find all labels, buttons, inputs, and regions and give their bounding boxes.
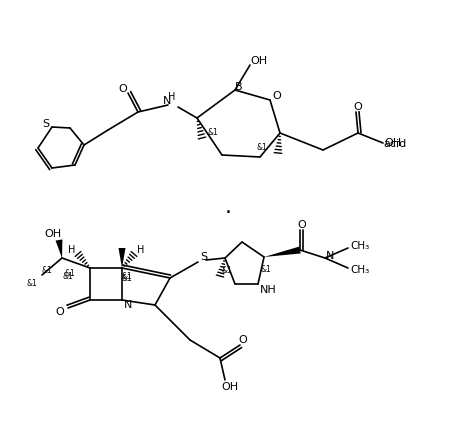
Text: OH: OH: [384, 138, 401, 148]
Text: CH₃: CH₃: [349, 265, 369, 275]
Text: O: O: [297, 220, 306, 230]
Text: B: B: [235, 82, 242, 92]
Text: &1: &1: [121, 271, 132, 281]
Text: H: H: [168, 92, 175, 102]
Polygon shape: [118, 248, 125, 268]
Text: CH₃: CH₃: [349, 241, 369, 251]
Text: N: N: [325, 251, 334, 261]
Text: OH: OH: [250, 56, 267, 66]
Text: H: H: [68, 245, 76, 255]
Text: &1: &1: [256, 143, 267, 151]
Text: H: H: [137, 245, 144, 255]
Text: &1: &1: [26, 279, 37, 287]
Text: O: O: [272, 91, 281, 101]
Text: &1: &1: [207, 128, 218, 136]
Text: &1: &1: [260, 264, 271, 274]
Text: OH: OH: [221, 382, 238, 392]
Text: N: N: [124, 300, 132, 310]
Text: ·: ·: [224, 203, 231, 223]
Text: acid: acid: [383, 139, 406, 149]
Text: S: S: [200, 252, 207, 262]
Text: NH: NH: [259, 285, 276, 295]
Text: O: O: [118, 84, 127, 94]
Text: &1: &1: [41, 265, 52, 275]
Text: O: O: [353, 102, 362, 112]
Text: &1: &1: [62, 271, 73, 281]
Polygon shape: [56, 239, 62, 258]
Text: O: O: [238, 335, 247, 345]
Text: &1: &1: [121, 274, 132, 282]
Text: S: S: [42, 119, 50, 129]
Text: &1: &1: [65, 268, 75, 278]
Text: OH: OH: [44, 229, 61, 239]
Text: &1: &1: [221, 265, 232, 275]
Polygon shape: [263, 246, 300, 257]
Text: O: O: [56, 307, 64, 317]
Text: N: N: [162, 96, 171, 106]
